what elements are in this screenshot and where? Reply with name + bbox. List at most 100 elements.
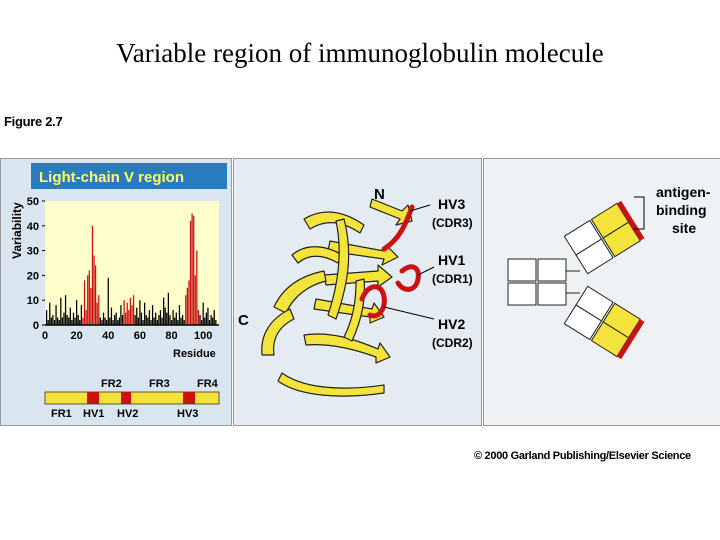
variability-bar (172, 310, 174, 325)
map-hv1 (87, 392, 99, 404)
cdr1-label: (CDR1) (432, 272, 473, 286)
variability-bar (117, 320, 119, 325)
n-terminus-label: N (374, 186, 385, 203)
hv1-label: HV1 (438, 252, 465, 268)
variability-bar (45, 310, 48, 325)
variability-bar (64, 295, 67, 325)
fc-domain-1 (507, 258, 537, 282)
site-label: site (672, 220, 696, 236)
loop-hv1 (395, 264, 421, 292)
hv-bar (196, 250, 198, 325)
map-label-fr4: FR4 (197, 378, 219, 390)
copyright-notice: © 2000 Garland Publishing/Elsevier Scien… (474, 450, 691, 462)
y-tick-label: 40 (27, 221, 39, 233)
fc-region (507, 258, 580, 306)
variability-bar (134, 315, 136, 325)
variability-bar (66, 315, 68, 325)
y-tick-label: 0 (33, 320, 39, 332)
variability-bar (180, 317, 182, 325)
hv-bar (132, 295, 135, 325)
variability-bar (181, 315, 184, 325)
strand-9 (303, 333, 391, 364)
panel-variability: Light-chain V region Variability 0 10 20 30… (0, 158, 232, 426)
variability-bar (170, 320, 173, 325)
x-tick-label: 80 (165, 330, 177, 342)
variability-bar (175, 312, 177, 325)
variability-bar (101, 320, 103, 325)
variability-bar (72, 312, 75, 325)
slide-title: Variable region of immunoglobulin molecu… (116, 38, 604, 68)
map-hv3 (183, 392, 195, 404)
variability-bar (57, 317, 59, 325)
variability-bar (147, 317, 149, 325)
x-tick-label: 20 (71, 330, 83, 342)
fc-domain-2 (537, 258, 567, 282)
variability-bar (205, 312, 207, 325)
upper-variable-light (602, 221, 641, 258)
strand-11 (327, 218, 350, 320)
strand-2 (303, 211, 365, 234)
fc-domain-3 (507, 282, 537, 306)
hv-bar (94, 265, 97, 325)
strand-8 (261, 308, 295, 356)
hv-bar (193, 215, 195, 325)
variability-bar (76, 300, 78, 325)
loop-hv2 (359, 284, 387, 319)
region-map: FR2 FR3 FR4 FR1 HV1 HV2 HV3 (44, 378, 220, 420)
variability-bar (178, 305, 181, 325)
fab-arm-lower (563, 285, 645, 360)
label-leaders (383, 204, 435, 320)
variability-figure: Light-chain V region Variability 0 10 20 30… (10, 163, 227, 420)
x-tick-label: 40 (102, 330, 114, 342)
variability-bar (159, 310, 162, 325)
variability-bar (120, 305, 122, 325)
map-label-hv2: HV2 (117, 408, 138, 420)
map-label-fr1: FR1 (51, 408, 72, 420)
hv-bar (83, 280, 86, 325)
variability-bar (150, 320, 152, 325)
hv2-label: HV2 (438, 316, 465, 332)
y-tick-label: 20 (27, 270, 39, 282)
variability-bar (183, 320, 185, 325)
variability-bar (99, 317, 101, 325)
hv-bar (194, 275, 196, 325)
y-tick-label: 50 (27, 196, 39, 208)
y-tick-label: 30 (27, 246, 39, 258)
variability-bar (169, 315, 171, 325)
binding-label: binding (656, 202, 707, 218)
panel-ribbon-structure: N C HV3 (CDR3) HV1 (CDR1) HV2 (CDR2) (233, 158, 482, 426)
variability-bar (102, 312, 105, 325)
variability-bar (144, 302, 146, 325)
hv-bar (128, 310, 130, 325)
map-hv2 (121, 392, 131, 404)
panel-antibody-schematic: antigen- binding site (483, 158, 720, 426)
variability-bar (77, 315, 79, 325)
lower-constant-light (563, 304, 603, 341)
variability-bar (215, 320, 217, 325)
variability-bar (63, 312, 65, 325)
variability-bar (156, 320, 158, 325)
hv-bar (186, 287, 188, 325)
hv-bar (91, 225, 94, 325)
variability-bar (106, 320, 108, 325)
antibody-figure: antigen- binding site (507, 184, 711, 360)
map-label-fr2: FR2 (101, 378, 122, 390)
variability-bar (107, 277, 109, 325)
strand-10 (277, 372, 385, 397)
variability-bar (166, 312, 168, 325)
y-axis-label: Variability (10, 202, 24, 259)
map-label-hv1: HV1 (83, 408, 104, 420)
variability-bar (50, 317, 52, 325)
variability-bar (69, 307, 71, 325)
variability-bar (213, 310, 215, 325)
variability-bar (109, 317, 111, 325)
variability-bar (204, 317, 206, 325)
hv-bar (90, 287, 92, 325)
cdr2-label: (CDR2) (432, 336, 473, 350)
leader-hv3 (409, 204, 431, 212)
upper-constant-light (575, 238, 614, 275)
variability-bar (177, 320, 179, 325)
variability-bar (153, 317, 155, 325)
variability-bar (118, 317, 120, 325)
hv-bar (129, 297, 132, 325)
